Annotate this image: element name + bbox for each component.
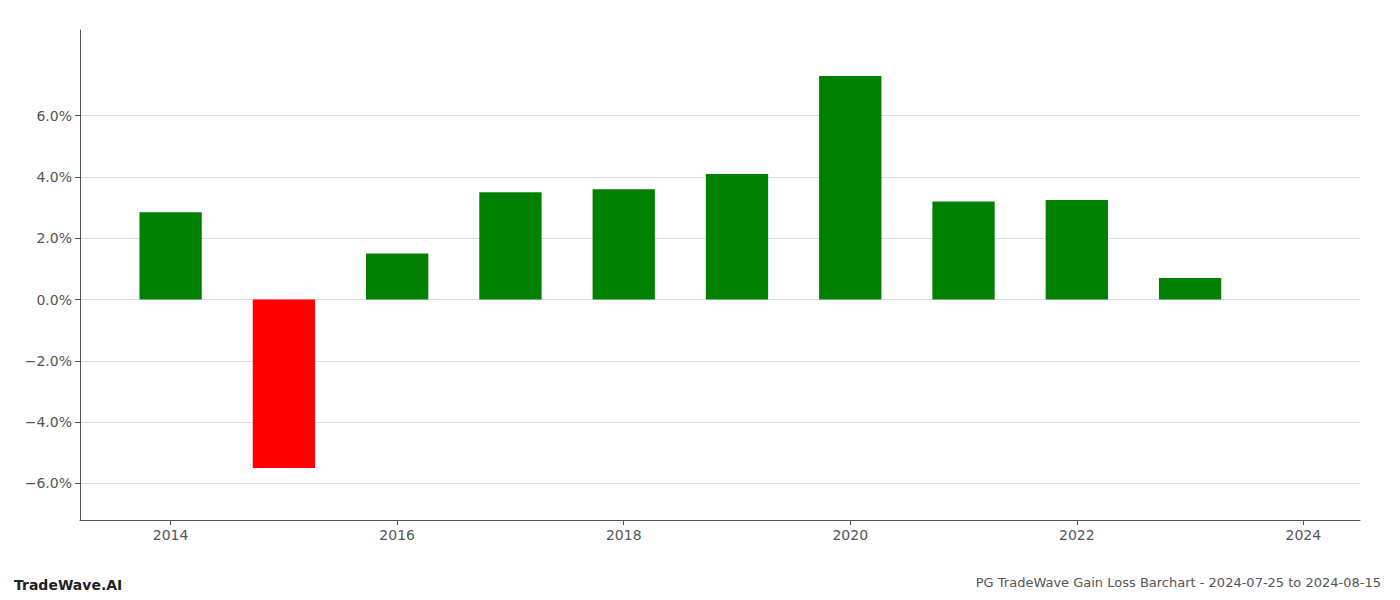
- svg-text:2020: 2020: [832, 527, 868, 543]
- svg-text:2024: 2024: [1286, 527, 1322, 543]
- svg-text:TradeWave.AI: TradeWave.AI: [14, 577, 122, 593]
- svg-text:PG TradeWave Gain Loss Barchar: PG TradeWave Gain Loss Barchart - 2024-0…: [976, 575, 1381, 590]
- svg-text:−6.0%: −6.0%: [25, 475, 72, 491]
- svg-text:4.0%: 4.0%: [36, 169, 72, 185]
- svg-text:6.0%: 6.0%: [36, 108, 72, 124]
- svg-text:0.0%: 0.0%: [36, 292, 72, 308]
- svg-text:2018: 2018: [606, 527, 642, 543]
- svg-text:2022: 2022: [1059, 527, 1095, 543]
- svg-text:2.0%: 2.0%: [36, 230, 72, 246]
- svg-text:2016: 2016: [379, 527, 415, 543]
- svg-text:2014: 2014: [153, 527, 189, 543]
- svg-text:−2.0%: −2.0%: [25, 353, 72, 369]
- svg-text:−4.0%: −4.0%: [25, 414, 72, 430]
